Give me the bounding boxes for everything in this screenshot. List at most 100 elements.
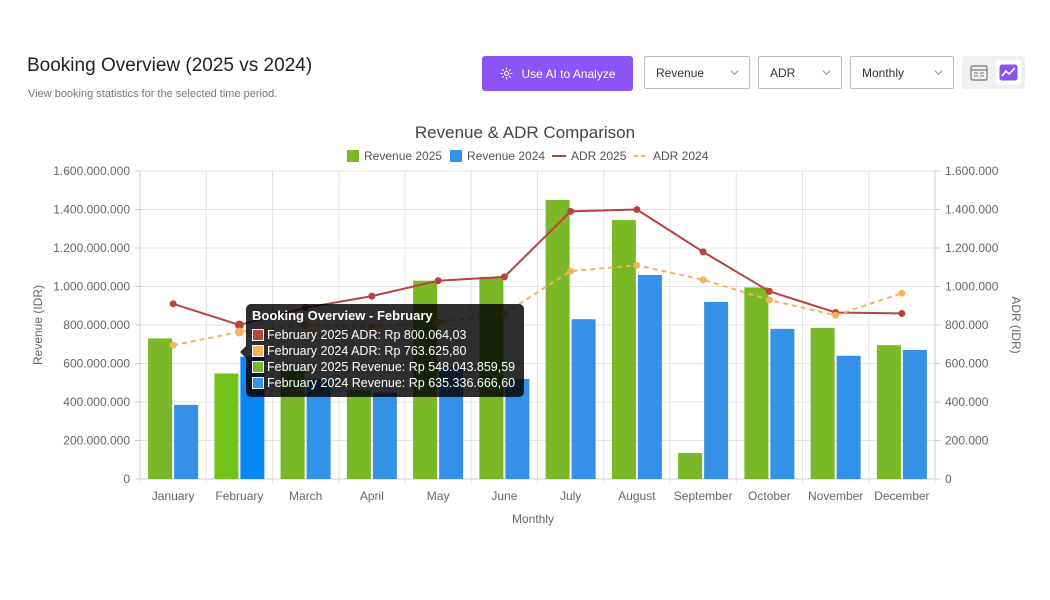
legend-label: Revenue 2025 (364, 149, 442, 163)
revenue-adr-chart: Revenue & ADR Comparison Revenue 2025 Reve… (31, 123, 1023, 526)
tooltip-row: February 2024 ADR: Rp 763.625,80 (252, 343, 518, 359)
legend-label: ADR 2025 (571, 149, 627, 163)
tooltip-row-label: February 2024 ADR: Rp 763.625,80 (267, 344, 467, 358)
chart-title: Revenue & ADR Comparison (415, 123, 635, 142)
point-adr-2024 (765, 296, 773, 304)
point-adr-2024 (832, 311, 840, 319)
chart-tooltip: Booking Overview - February February 202… (240, 304, 524, 397)
y2-tick-label: 1.400.000 (945, 203, 999, 217)
tooltip-row-label: February 2024 Revenue: Rp 635.336.666,60 (267, 376, 516, 390)
x-tick-label: August (618, 489, 656, 503)
bar-revenue-2025 (346, 390, 371, 479)
bar-revenue-2024 (704, 301, 729, 479)
x-tick-label: September (674, 489, 733, 503)
legend-label: ADR 2024 (653, 149, 709, 163)
x-tick-label: November (808, 489, 863, 503)
period-select-value: Monthly (862, 65, 905, 80)
sparkle-icon (501, 67, 513, 80)
point-adr-2025 (765, 287, 773, 295)
bar-revenue-2025 (744, 287, 769, 479)
page-subtitle: View booking statistics for the selected… (28, 88, 278, 100)
line-adr-2024 (172, 264, 903, 347)
chevron-down-icon (730, 70, 739, 76)
y2-tick-label: 1.200.000 (945, 241, 999, 255)
tooltip-title: Booking Overview - February (252, 308, 433, 323)
point-adr-2024 (699, 276, 707, 284)
legend-label: Revenue 2024 (467, 149, 545, 163)
y2-tick-label: 600.000 (945, 357, 989, 371)
y2-tick-label: 1.000.000 (945, 280, 999, 294)
tooltip-swatch (252, 345, 264, 357)
tooltip-row: February 2024 Revenue: Rp 635.336.666,60 (252, 375, 518, 391)
line-chart-icon (999, 64, 1018, 81)
y-axis-title: Revenue (IDR) (31, 285, 45, 365)
secondary-metric-select-value: ADR (770, 65, 796, 80)
point-adr-2024 (633, 261, 641, 269)
tooltip-row: February 2025 Revenue: Rp 548.043.859,59 (252, 359, 518, 375)
y-tick-label: 1.400.000.000 (53, 203, 130, 217)
x-tick-label: December (874, 489, 929, 503)
chart-view-button[interactable] (996, 60, 1021, 85)
x-axis-title: Monthly (512, 512, 554, 526)
x-tick-label: October (748, 489, 791, 503)
x-tick-label: May (427, 489, 450, 503)
y-tick-label: 800.000.000 (63, 318, 130, 332)
ai-analyze-label: Use AI to Analyze (521, 66, 616, 81)
x-tick-label: March (289, 489, 322, 503)
point-adr-2025 (434, 277, 442, 285)
point-adr-2025 (898, 309, 906, 317)
point-adr-2025 (368, 292, 376, 300)
tooltip-swatch (252, 361, 264, 373)
bar-revenue-2025 (214, 373, 239, 479)
bar-revenue-2024 (637, 274, 662, 479)
point-adr-2025 (699, 248, 707, 256)
y2-axis-title: ADR (IDR) (1009, 296, 1023, 353)
bar-revenue-2025 (678, 453, 703, 479)
metric-select[interactable]: Revenue (644, 56, 750, 89)
y2-tick-label: 1.600.000 (945, 164, 999, 178)
y-tick-label: 200.000.000 (63, 434, 130, 448)
point-adr-2024 (234, 327, 244, 337)
legend-swatch (347, 150, 359, 162)
tooltip-row-label: February 2025 Revenue: Rp 548.043.859,59 (267, 360, 516, 374)
bar-revenue-2024 (770, 328, 795, 479)
point-adr-2025 (169, 300, 177, 308)
x-tick-label: April (360, 489, 384, 503)
legend-swatch (450, 150, 462, 162)
bar-revenue-2025 (810, 327, 835, 479)
table-view-button[interactable] (966, 60, 991, 85)
point-adr-2024 (898, 289, 906, 297)
secondary-metric-select[interactable]: ADR (758, 56, 842, 89)
x-tick-label: February (215, 489, 263, 503)
tooltip-swatch (252, 329, 264, 341)
y-tick-label: 400.000.000 (63, 395, 130, 409)
tooltip-row: February 2025 ADR: Rp 800.064,03 (252, 327, 518, 343)
metric-select-value: Revenue (656, 65, 705, 80)
tooltip-swatch (252, 377, 264, 389)
point-adr-2025 (567, 207, 575, 215)
bar-revenue-2024 (174, 404, 199, 479)
x-tick-label: June (491, 489, 517, 503)
view-toggle (962, 56, 1025, 89)
point-adr-2025 (633, 206, 641, 213)
y2-tick-label: 400.000 (945, 395, 989, 409)
y2-tick-label: 200.000 (945, 434, 989, 448)
period-select[interactable]: Monthly (850, 56, 954, 89)
ai-analyze-button[interactable]: Use AI to Analyze (482, 56, 633, 91)
bar-revenue-2025 (148, 338, 173, 479)
bar-revenue-2024 (372, 392, 397, 479)
page-title: Booking Overview (2025 vs 2024) (27, 55, 313, 76)
table-view-icon (969, 64, 988, 81)
bar-revenue-2025 (876, 345, 901, 479)
bar-revenue-2024 (902, 350, 927, 479)
x-tick-label: January (152, 489, 195, 503)
chevron-down-icon (934, 70, 943, 76)
y2-tick-label: 800.000 (945, 318, 989, 332)
point-adr-2024 (169, 341, 177, 349)
y-tick-label: 1.600.000.000 (53, 164, 130, 178)
point-adr-2025 (500, 273, 508, 281)
bar-revenue-2024 (571, 319, 596, 479)
y-tick-label: 600.000.000 (63, 357, 130, 371)
point-adr-2025 (234, 320, 244, 330)
x-tick-label: July (560, 489, 581, 503)
